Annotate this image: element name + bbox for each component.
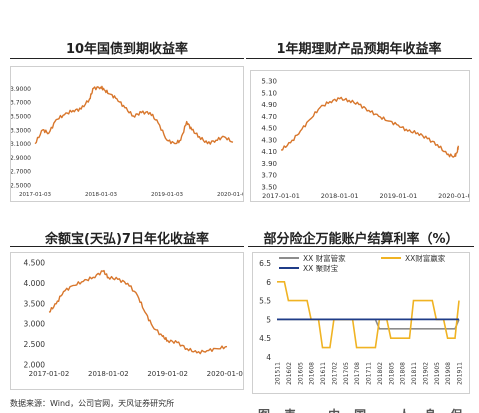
chart2-ytick-label: 5.10 <box>261 89 277 97</box>
chart3-ytick-label: 2.500 <box>24 340 46 349</box>
chart3-xtick-label: 2018-01-02 <box>88 370 129 378</box>
chart1-xtick-label: 2018-01-03 <box>85 192 117 198</box>
chart1-plot: 3.9000 3.7000 3.5000 3.3000 3.1000 2.9000 2.70… <box>10 85 249 198</box>
chart1-frame: 3.9000 3.7000 3.5000 3.3000 3.1000 2.9000 2.70… <box>10 66 249 202</box>
chart3-ytick-label: 4.500 <box>24 259 46 268</box>
chart3-ytick-label: 3.000 <box>24 320 46 329</box>
chart1-ytick-label: 2.7000 <box>11 169 31 176</box>
chart4-title-rule <box>248 246 474 247</box>
chart2-ytick-label: 3.70 <box>261 172 277 180</box>
chart3-title: 余额宝(天弘)7日年化收益率 <box>45 232 209 247</box>
chart1-xtick-label: 2019-01-03 <box>151 192 183 198</box>
chart2-xtick-label: 2017-01-01 <box>262 192 300 200</box>
chart2-frame: 5.30 5.10 4.90 4.70 4.50 4.30 4.10 3.90 3.70 3.50… <box>250 70 476 202</box>
chart3-xtick-label: 2017-01-02 <box>29 370 70 378</box>
chart4-legend-label: XX 财富管家 <box>303 253 346 263</box>
chart2-xtick-label: 2020-01-01 <box>438 192 469 200</box>
chart3-plot: 4.500 4.000 3.500 3.000 2.500 2.0002017-01-02… <box>24 259 248 379</box>
chart4-ytick-label: 6 <box>266 278 271 287</box>
chart4-title: 部分险企万能账户结算利率（%） <box>263 232 459 247</box>
chart3-frame: 4.500 4.000 3.500 3.000 2.500 2.000 2017-01-02… <box>10 252 248 390</box>
chart4-xtick-label: 201702 <box>331 362 338 385</box>
chart1-ytick-label: 3.7000 <box>11 100 31 107</box>
chart2-ytick-label: 4.30 <box>261 136 277 144</box>
chart2-ytick-label: 4.10 <box>261 148 277 156</box>
chart4-series-line-1 <box>277 318 460 330</box>
chart2-title-rule <box>246 58 472 59</box>
chart4-xtick-label: 201705 <box>343 362 350 385</box>
chart1-ytick-label: 2.9000 <box>11 155 31 162</box>
chart1-xtick-label: 2020-01-03 <box>217 192 243 198</box>
chart3-series-line <box>48 269 228 355</box>
chart4-xtick-label: 201802 <box>377 362 384 385</box>
chart3-ytick-label: 2.000 <box>24 361 46 370</box>
chart4-xtick-label: 201811 <box>411 362 418 385</box>
chart1-ytick-label: 2.5000 <box>11 183 31 190</box>
chart4-ytick-label: 4 <box>266 353 271 362</box>
chart4-ytick-label: 6.5 <box>259 259 271 268</box>
chart2-xtick-label: 2018-01-01 <box>321 192 359 200</box>
chart4-legend-label: XX财富赢家 <box>405 253 446 263</box>
chart1-ytick-label: 3.3000 <box>11 127 31 134</box>
source-note: 数据来源：Wind，公司官网，天风证券研究所 <box>10 399 175 408</box>
chart2-ytick-label: 3.50 <box>261 184 277 192</box>
chart4-xtick-label: 201511 <box>275 362 282 385</box>
chart3-xtick-label: 2019-01-02 <box>147 370 188 378</box>
chart2-ytick-label: 4.70 <box>261 113 277 121</box>
chart4-ytick-label: 5 <box>266 315 271 324</box>
chart3-ytick-label: 3.500 <box>24 299 46 308</box>
chart4-xtick-label: 201608 <box>309 362 316 385</box>
chart2-title: 1年期理财产品预期年收益率 <box>276 42 442 57</box>
chart2-series-line <box>281 96 460 158</box>
chart4-xtick-label: 201602 <box>286 362 293 385</box>
chart4-xtick-label: 201908 <box>445 362 452 385</box>
chart4-xtick-label: 201808 <box>400 362 407 385</box>
chart4-xtick-label: 201905 <box>434 362 441 385</box>
chart1-ytick-label: 3.9000 <box>11 86 31 93</box>
chart4-xtick-label: 201611 <box>320 362 327 385</box>
chart3-xtick-label: 2020-01-02 <box>207 370 243 378</box>
chart4-xtick-label: 201605 <box>297 362 304 385</box>
chart2-xtick-label: 2019-01-01 <box>379 192 417 200</box>
chart4-legend-label: XX 聚财宝 <box>303 263 339 273</box>
chart1-xtick-label: 2017-01-03 <box>19 192 51 198</box>
chart4-xtick-label: 201911 <box>457 362 464 385</box>
chart2-ytick-label: 5.30 <box>261 78 277 86</box>
chart3-title-rule <box>10 246 244 247</box>
chart1-ytick-label: 3.1000 <box>11 141 31 148</box>
chart4-plot: 6.5 6 5.5 5 4.5 4 201511 201602 201605 201608 2016… <box>259 253 464 385</box>
chart1-series-line <box>34 85 234 145</box>
chart2-ytick-label: 4.90 <box>261 101 277 109</box>
chart4-frame: 6.5 6 5.5 5 4.5 4 201511 201602 201605 201608 2016… <box>252 252 470 394</box>
chart4-ytick-label: 5.5 <box>259 297 271 306</box>
chart2-ytick-label: 3.90 <box>261 160 277 168</box>
chart1-title: 10年国债到期收益率 <box>65 42 189 57</box>
chart4-xtick-label: 201708 <box>354 362 361 385</box>
chart2-plot: 5.30 5.10 4.90 4.70 4.50 4.30 4.10 3.90 3.70 3.50… <box>261 78 475 201</box>
chart4-ytick-label: 4.5 <box>259 334 271 343</box>
chart4-xtick-label: 201902 <box>422 362 429 385</box>
chart2-ytick-label: 4.50 <box>261 125 277 133</box>
chart4-series-line-2 <box>277 280 460 349</box>
chart1-title-rule <box>10 58 244 59</box>
chart1-ytick-label: 3.5000 <box>11 114 31 121</box>
chart3-ytick-label: 4.000 <box>24 279 46 288</box>
chart4-xtick-label: 201805 <box>388 362 395 385</box>
chart4-xtick-label: 201711 <box>366 362 373 385</box>
next-figure-title-fragment: 图表 中国 人身保险 <box>258 404 468 413</box>
